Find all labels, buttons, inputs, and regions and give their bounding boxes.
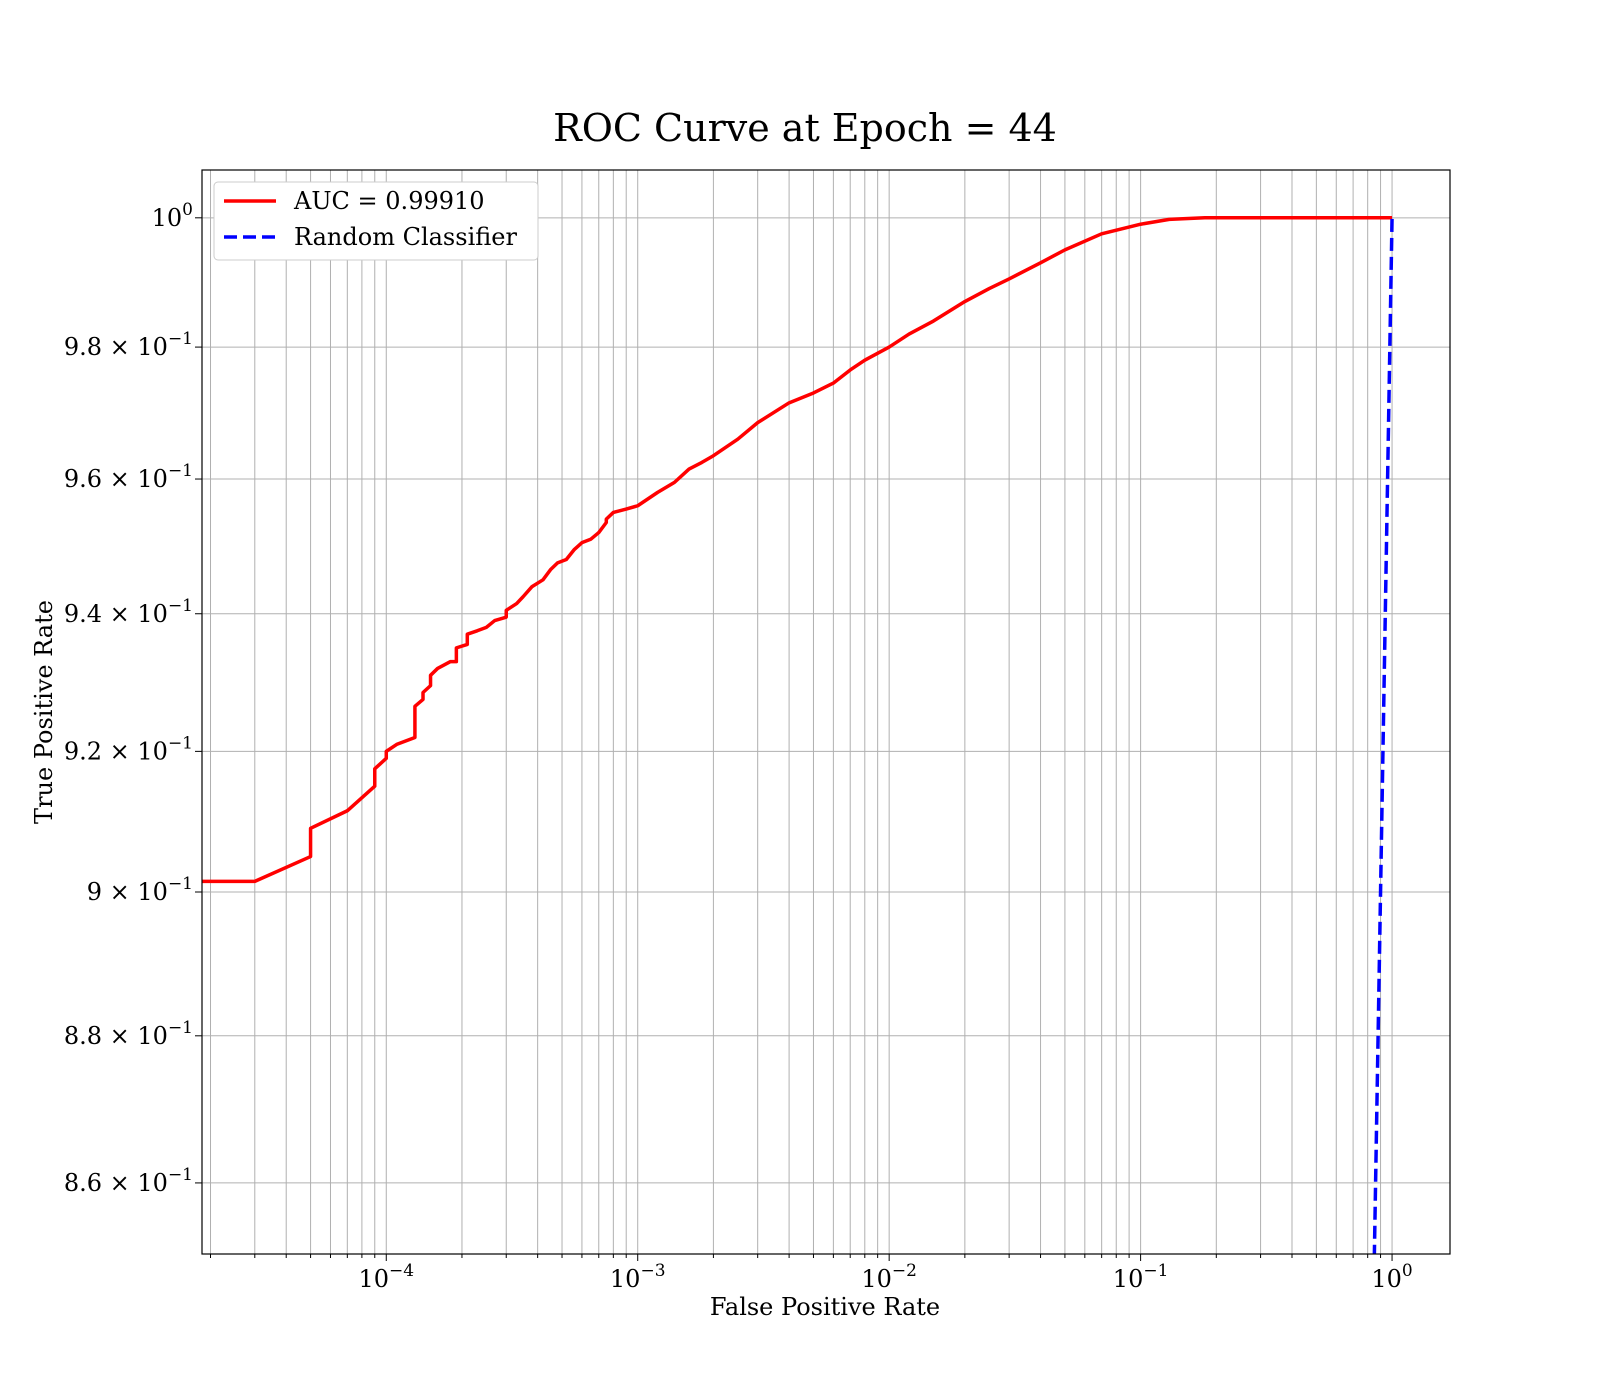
roc-curve-line [202,216,1393,884]
x-tick-label: 10−3 [610,1261,666,1293]
x-tick-label: 10−1 [1113,1261,1169,1293]
y-tick-label: 9.6 × 10−1 [64,461,193,493]
random-classifier-line [1372,217,1394,1254]
legend-label: Random Classifier [294,223,517,251]
x-tick-label: 10−2 [861,1261,917,1293]
grid [202,170,1450,1254]
y-tick-label: 8.6 × 10−1 [64,1165,193,1197]
y-axis: 8.6 × 10−1 8.8 × 10−1 9 × 10−1 9.2 × 10−1 9.… [64,200,202,1197]
y-tick-label: 100 [152,200,193,232]
plot-frame [201,169,1451,1255]
y-tick-label: 9.2 × 10−1 [64,733,193,765]
x-tick-label: 100 [1371,1261,1412,1293]
y-axis-label: True Positive Rate [30,600,58,824]
y-tick-label: 8.8 × 10−1 [64,1018,193,1050]
plot-lines [202,216,1394,1254]
legend: AUC = 0.99910 Random Classifier [213,181,539,261]
x-axis-label: False Positive Rate [710,1293,940,1321]
legend-label: AUC = 0.99910 [293,187,485,215]
chart-title: ROC Curve at Epoch = 44 [553,106,1057,150]
y-tick-label: 9 × 10−1 [87,874,193,906]
x-axis: 10−4 10−3 10−2 10−1 100 [210,1254,1413,1293]
x-tick-label: 10−4 [358,1261,414,1293]
y-tick-label: 9.8 × 10−1 [64,329,193,361]
legend-box [213,181,539,261]
y-tick-label: 9.4 × 10−1 [64,596,193,628]
